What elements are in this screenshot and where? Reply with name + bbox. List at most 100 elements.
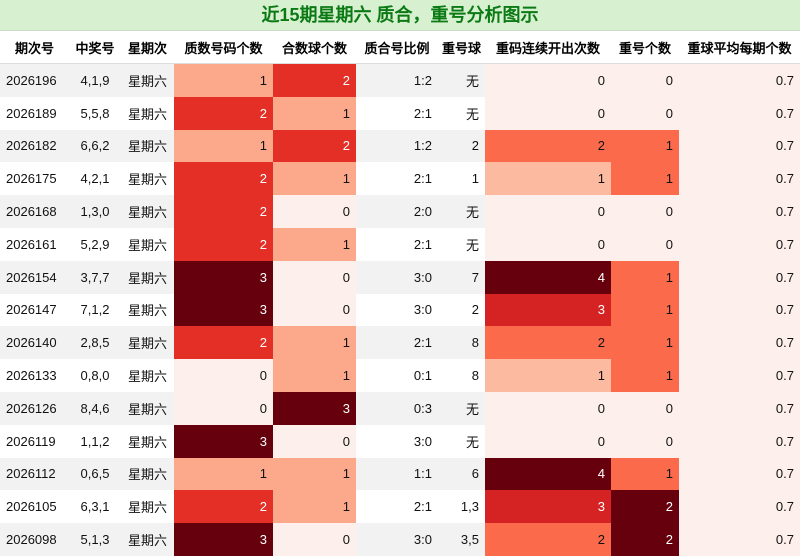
cell-repeat-count: 2 — [611, 523, 679, 556]
cell-repeat-count: 0 — [611, 424, 679, 458]
header-row: 期次号 中奖号 星期次 质数号码个数 合数球个数 质合号比例 重号球 重码连续开… — [0, 31, 800, 64]
cell-ratio: 3:0 — [356, 260, 438, 294]
cell-repeat-average: 0.7 — [679, 129, 800, 163]
cell-repeat-streak: 2 — [485, 129, 611, 163]
col-header-repeat-count[interactable]: 重号个数 — [611, 31, 679, 64]
cell-weekday: 星期六 — [121, 195, 174, 228]
cell-ratio: 2:0 — [356, 195, 438, 228]
col-header-repeat-streak[interactable]: 重码连续开出次数 — [485, 31, 611, 64]
cell-repeat-count: 0 — [611, 227, 679, 261]
page-title: 近15期星期六 质合，重号分析图示 — [0, 0, 800, 31]
table-row[interactable]: 2026168 1,3,0 星期六 2 0 2:0 无 0 0 0.7 — [0, 195, 800, 228]
table-row[interactable]: 2026189 5,5,8 星期六 2 1 2:1 无 0 0 0.7 — [0, 96, 800, 130]
cell-repeat-count: 0 — [611, 195, 679, 228]
col-header-number[interactable]: 中奖号 — [69, 31, 121, 64]
col-header-weekday[interactable]: 星期次 — [121, 31, 174, 64]
cell-repeat-average: 0.7 — [679, 63, 800, 97]
cell-weekday: 星期六 — [121, 391, 174, 425]
table-row[interactable]: 2026126 8,4,6 星期六 0 3 0:3 无 0 0 0.7 — [0, 391, 800, 425]
cell-composite-count: 2 — [273, 129, 356, 163]
cell-repeat-average: 0.7 — [679, 96, 800, 130]
cell-repeat-streak: 2 — [485, 326, 611, 360]
cell-repeat-streak: 0 — [485, 195, 611, 228]
cell-issue: 2026154 — [0, 260, 69, 294]
cell-prime-count: 1 — [174, 129, 273, 163]
cell-repeat-ball: 8 — [438, 359, 485, 392]
cell-repeat-count: 0 — [611, 63, 679, 97]
cell-repeat-count: 1 — [611, 293, 679, 327]
cell-repeat-average: 0.7 — [679, 490, 800, 524]
cell-number: 8,4,6 — [69, 391, 121, 425]
table-row[interactable]: 2026154 3,7,7 星期六 3 0 3:0 7 4 1 0.7 — [0, 260, 800, 294]
cell-composite-count: 1 — [273, 457, 356, 491]
cell-repeat-streak: 3 — [485, 490, 611, 524]
col-header-composite-count[interactable]: 合数球个数 — [273, 31, 356, 64]
table-row[interactable]: 2026140 2,8,5 星期六 2 1 2:1 8 2 1 0.7 — [0, 326, 800, 360]
cell-ratio: 1:2 — [356, 129, 438, 163]
table-row[interactable]: 2026133 0,8,0 星期六 0 1 0:1 8 1 1 0.7 — [0, 359, 800, 392]
cell-repeat-average: 0.7 — [679, 457, 800, 491]
cell-weekday: 星期六 — [121, 457, 174, 491]
cell-repeat-count: 1 — [611, 129, 679, 163]
analysis-table: 期次号 中奖号 星期次 质数号码个数 合数球个数 质合号比例 重号球 重码连续开… — [0, 31, 800, 556]
cell-issue: 2026119 — [0, 424, 69, 458]
cell-prime-count: 2 — [174, 326, 273, 360]
cell-prime-count: 3 — [174, 260, 273, 294]
cell-prime-count: 0 — [174, 359, 273, 392]
cell-repeat-average: 0.7 — [679, 260, 800, 294]
cell-ratio: 0:3 — [356, 391, 438, 425]
col-header-repeat-average[interactable]: 重球平均每期个数 — [679, 31, 800, 64]
cell-prime-count: 2 — [174, 227, 273, 261]
cell-issue: 2026168 — [0, 195, 69, 228]
table-row[interactable]: 2026119 1,1,2 星期六 3 0 3:0 无 0 0 0.7 — [0, 424, 800, 458]
cell-ratio: 3:0 — [356, 293, 438, 327]
table-row[interactable]: 2026098 5,1,3 星期六 3 0 3:0 3,5 2 2 0.7 — [0, 523, 800, 556]
cell-repeat-count: 0 — [611, 96, 679, 130]
cell-repeat-average: 0.7 — [679, 195, 800, 228]
cell-composite-count: 1 — [273, 96, 356, 130]
cell-repeat-ball: 无 — [438, 63, 485, 97]
cell-number: 1,1,2 — [69, 424, 121, 458]
cell-weekday: 星期六 — [121, 162, 174, 196]
cell-issue: 2026133 — [0, 359, 69, 392]
col-header-prime-count[interactable]: 质数号码个数 — [174, 31, 273, 64]
col-header-ratio[interactable]: 质合号比例 — [356, 31, 438, 64]
cell-repeat-average: 0.7 — [679, 162, 800, 196]
table-row[interactable]: 2026147 7,1,2 星期六 3 0 3:0 2 3 1 0.7 — [0, 293, 800, 327]
cell-prime-count: 3 — [174, 424, 273, 458]
cell-composite-count: 0 — [273, 424, 356, 458]
table-row[interactable]: 2026112 0,6,5 星期六 1 1 1:1 6 4 1 0.7 — [0, 457, 800, 491]
cell-weekday: 星期六 — [121, 490, 174, 524]
table-row[interactable]: 2026175 4,2,1 星期六 2 1 2:1 1 1 1 0.7 — [0, 162, 800, 196]
cell-weekday: 星期六 — [121, 326, 174, 360]
cell-repeat-streak: 3 — [485, 293, 611, 327]
cell-ratio: 3:0 — [356, 424, 438, 458]
col-header-repeat-ball[interactable]: 重号球 — [438, 31, 485, 64]
cell-ratio: 2:1 — [356, 227, 438, 261]
cell-repeat-average: 0.7 — [679, 359, 800, 392]
cell-repeat-ball: 无 — [438, 96, 485, 130]
cell-prime-count: 2 — [174, 162, 273, 196]
cell-repeat-ball: 无 — [438, 195, 485, 228]
table-row[interactable]: 2026182 6,6,2 星期六 1 2 1:2 2 2 1 0.7 — [0, 129, 800, 163]
cell-ratio: 1:2 — [356, 63, 438, 97]
cell-weekday: 星期六 — [121, 63, 174, 97]
table-row[interactable]: 2026105 6,3,1 星期六 2 1 2:1 1,3 3 2 0.7 — [0, 490, 800, 524]
cell-repeat-streak: 2 — [485, 523, 611, 556]
cell-number: 5,2,9 — [69, 227, 121, 261]
cell-prime-count: 2 — [174, 490, 273, 524]
cell-repeat-ball: 7 — [438, 260, 485, 294]
cell-repeat-ball: 1,3 — [438, 490, 485, 524]
cell-number: 6,6,2 — [69, 129, 121, 163]
table-row[interactable]: 2026161 5,2,9 星期六 2 1 2:1 无 0 0 0.7 — [0, 227, 800, 261]
cell-composite-count: 1 — [273, 162, 356, 196]
cell-repeat-streak: 0 — [485, 96, 611, 130]
cell-weekday: 星期六 — [121, 96, 174, 130]
col-header-issue[interactable]: 期次号 — [0, 31, 69, 64]
cell-repeat-ball: 无 — [438, 227, 485, 261]
cell-repeat-ball: 2 — [438, 293, 485, 327]
cell-issue: 2026189 — [0, 96, 69, 130]
cell-composite-count: 1 — [273, 490, 356, 524]
table-body: 2026196 4,1,9 星期六 1 2 1:2 无 0 0 0.7 2026189 5,5,8 星期… — [0, 63, 800, 556]
table-row[interactable]: 2026196 4,1,9 星期六 1 2 1:2 无 0 0 0.7 — [0, 63, 800, 97]
